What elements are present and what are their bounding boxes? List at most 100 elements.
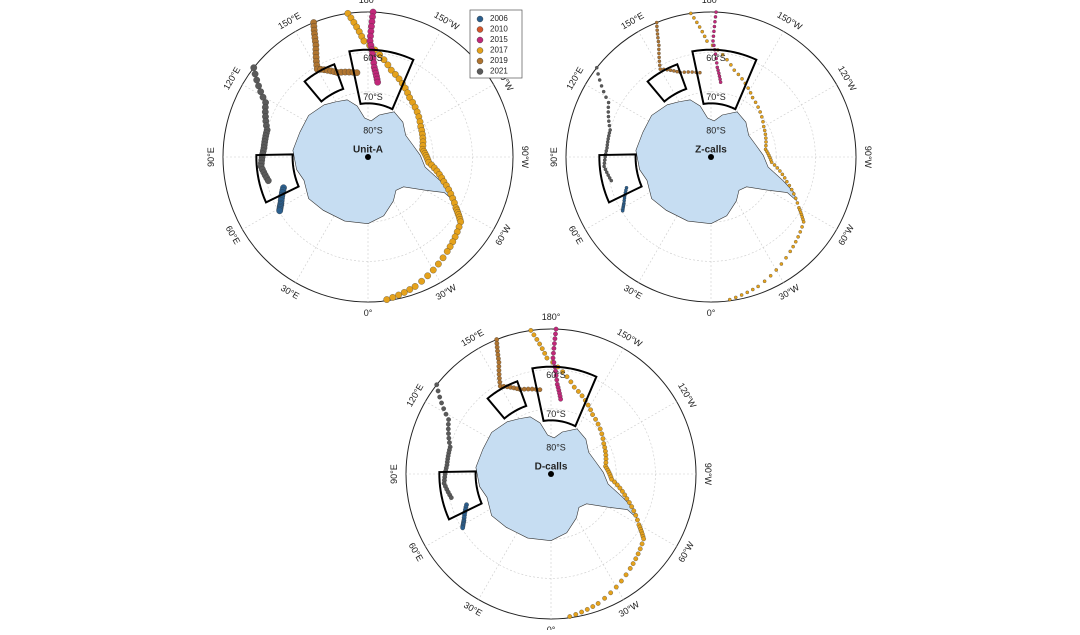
track-point <box>655 24 659 29</box>
track-point <box>631 508 637 514</box>
track-point <box>793 196 798 201</box>
track-point <box>762 128 767 133</box>
track-point <box>784 256 788 260</box>
track-point <box>596 72 600 76</box>
track-point <box>443 248 451 255</box>
track-point <box>253 76 261 84</box>
longitude-label: 90°E <box>206 147 216 167</box>
track-point <box>697 25 702 29</box>
track-point <box>380 56 388 64</box>
longitude-label: 30°W <box>777 282 802 302</box>
track-point <box>690 70 694 74</box>
longitude-label: 30°E <box>462 600 484 618</box>
track-point <box>633 512 639 518</box>
longitude-label: 120°E <box>221 65 242 91</box>
track-point <box>756 284 760 289</box>
latitude-label: 60°S <box>363 53 383 63</box>
track-point <box>595 601 601 606</box>
track-point <box>746 86 750 90</box>
track-point <box>553 331 558 337</box>
antarctica <box>475 416 637 542</box>
track-point <box>400 289 408 296</box>
track-point <box>607 131 612 135</box>
track-point <box>629 504 635 509</box>
study-area <box>255 153 300 204</box>
track-point <box>750 95 755 100</box>
legend-marker <box>476 15 484 23</box>
longitude-label: 120°E <box>564 65 585 91</box>
longitude-label: 180° <box>702 0 721 5</box>
latitude-label: 80°S <box>706 125 726 135</box>
track-point <box>395 75 403 83</box>
south-pole <box>708 154 714 160</box>
track-point <box>717 71 721 76</box>
track-point <box>606 100 611 105</box>
track-point <box>635 551 641 557</box>
track-point <box>779 262 784 266</box>
track-point <box>768 274 773 278</box>
longitude-label: 60°E <box>224 224 242 246</box>
longitude-label: 150°E <box>276 10 302 31</box>
track-point <box>437 394 443 400</box>
longitude-label: 30°E <box>279 283 301 301</box>
track-point <box>705 39 709 43</box>
track-point <box>711 39 715 43</box>
track-point <box>798 230 802 234</box>
latitude-label: 80°S <box>363 125 383 135</box>
legend-marker <box>476 36 484 44</box>
track-point <box>763 132 768 137</box>
legend-label: 2017 <box>490 46 508 55</box>
map-title: Z-calls <box>695 145 727 156</box>
track-point <box>725 57 729 62</box>
track-point <box>791 244 795 249</box>
track-point <box>567 614 573 619</box>
track-point <box>712 24 717 29</box>
legend-marker <box>476 57 484 65</box>
track-point <box>620 489 625 494</box>
track-point <box>613 584 619 590</box>
track-point <box>602 445 608 450</box>
track-point <box>537 387 543 393</box>
legend-label: 2019 <box>490 56 508 65</box>
track-point <box>255 82 262 90</box>
track-point <box>656 36 660 40</box>
track-point <box>588 407 593 413</box>
track-point <box>604 95 608 99</box>
track-point <box>736 72 741 77</box>
track-point <box>740 77 744 81</box>
track-point <box>657 59 662 64</box>
legend-marker <box>476 47 484 54</box>
track-point <box>544 355 550 361</box>
track-point <box>729 63 733 67</box>
track-point <box>775 166 780 170</box>
track-point <box>384 61 392 69</box>
track-point <box>700 29 704 34</box>
track-point <box>448 495 454 500</box>
longitude-label: 90°W <box>703 463 713 486</box>
track-point <box>434 382 440 388</box>
track-point <box>435 260 442 268</box>
track-point <box>606 110 611 114</box>
track-point <box>496 367 502 373</box>
track-point <box>658 67 663 71</box>
antarctica <box>292 99 454 225</box>
track-point <box>584 607 590 612</box>
track-point <box>654 20 659 25</box>
track-point <box>590 604 596 609</box>
track-point <box>764 140 768 144</box>
latitude-label: 60°S <box>706 53 726 63</box>
polar-map: 0°30°E60°E90°E120°E150°E180°150°W120°W90… <box>206 0 530 318</box>
track-point <box>778 169 782 173</box>
study-area <box>598 153 643 204</box>
track-point <box>460 525 466 531</box>
track-point <box>439 400 444 406</box>
track-point <box>692 16 696 20</box>
track-point <box>713 15 718 19</box>
track-point <box>521 386 527 392</box>
track-point <box>711 34 716 38</box>
longitude-label: 120°E <box>404 382 425 408</box>
longitude-label: 60°E <box>567 224 585 246</box>
longitude-label: 90°W <box>863 146 873 169</box>
longitude-label: 0° <box>364 308 373 318</box>
track-point <box>801 220 806 224</box>
